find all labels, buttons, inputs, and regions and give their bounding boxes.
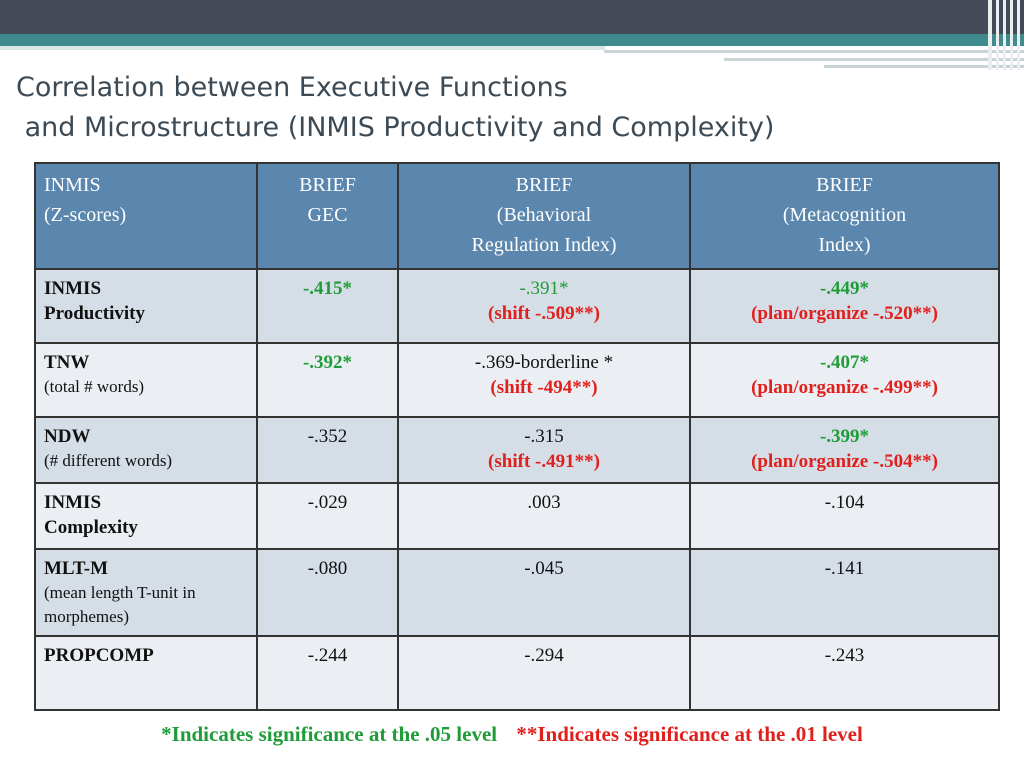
cell-gec: -.244 [256, 635, 399, 711]
row-label: TNW (total # words) [34, 342, 258, 418]
row-label: NDW (# different words) [34, 416, 258, 484]
slide-title: Correlation between Executive Functions … [16, 68, 774, 148]
decorative-lines [604, 46, 1024, 70]
footnote-01: **Indicates significance at the .01 leve… [516, 722, 863, 746]
header-brief-bri: BRIEF (Behavioral Regulation Index) [397, 162, 691, 270]
significance-footnote: *Indicates significance at the .05 level… [0, 722, 1024, 747]
header-inmis: INMIS (Z-scores) [34, 162, 258, 270]
cell-bri: -.391* (shift -.509**) [397, 268, 691, 344]
row-label: MLT-M (mean length T-unit in morphemes) [34, 548, 258, 637]
cell-bri: -.294 [397, 635, 691, 711]
cell-gec: -.029 [256, 482, 399, 550]
slide-title-line-1: Correlation between Executive Functions [16, 72, 568, 103]
table-header-row: INMIS (Z-scores) BRIEF GEC BRIEF (Behavi… [34, 162, 1000, 270]
cell-mi: -.407* (plan/organize -.499**) [689, 342, 1000, 418]
cell-bri: -.045 [397, 548, 691, 637]
table-row: PROPCOMP -.244 -.294 -.243 [34, 635, 1000, 711]
cell-bri: .003 [397, 482, 691, 550]
decorative-stripes [988, 0, 1024, 70]
correlation-table: INMIS (Z-scores) BRIEF GEC BRIEF (Behavi… [34, 162, 1000, 711]
row-label: INMIS Productivity [34, 268, 258, 344]
cell-mi: -.243 [689, 635, 1000, 711]
cell-gec: -.352 [256, 416, 399, 484]
header-brief-gec: BRIEF GEC [256, 162, 399, 270]
cell-mi: -.399* (plan/organize -.504**) [689, 416, 1000, 484]
footnote-05: *Indicates significance at the .05 level [161, 722, 498, 746]
header-brief-mi: BRIEF (Metacognition Index) [689, 162, 1000, 270]
slide-light-strip [0, 46, 605, 50]
table-row: NDW (# different words) -.352 -.315 (shi… [34, 416, 1000, 484]
slide-teal-band [0, 34, 1024, 46]
cell-mi: -.449* (plan/organize -.520**) [689, 268, 1000, 344]
table-row: TNW (total # words) -.392* -.369-borderl… [34, 342, 1000, 418]
table-row: INMIS Productivity -.415* -.391* (shift … [34, 268, 1000, 344]
cell-gec: -.415* [256, 268, 399, 344]
cell-gec: -.392* [256, 342, 399, 418]
row-label: INMIS Complexity [34, 482, 258, 550]
cell-mi: -.104 [689, 482, 1000, 550]
cell-gec: -.080 [256, 548, 399, 637]
cell-bri: -.315 (shift -.491**) [397, 416, 691, 484]
slide-top-bar [0, 0, 1024, 34]
table-row: MLT-M (mean length T-unit in morphemes) … [34, 548, 1000, 637]
cell-bri: -.369-borderline * (shift -494**) [397, 342, 691, 418]
table-row: INMIS Complexity -.029 .003 -.104 [34, 482, 1000, 550]
row-label: PROPCOMP [34, 635, 258, 711]
cell-mi: -.141 [689, 548, 1000, 637]
slide-title-line-2: and Microstructure (INMIS Productivity a… [16, 112, 775, 143]
